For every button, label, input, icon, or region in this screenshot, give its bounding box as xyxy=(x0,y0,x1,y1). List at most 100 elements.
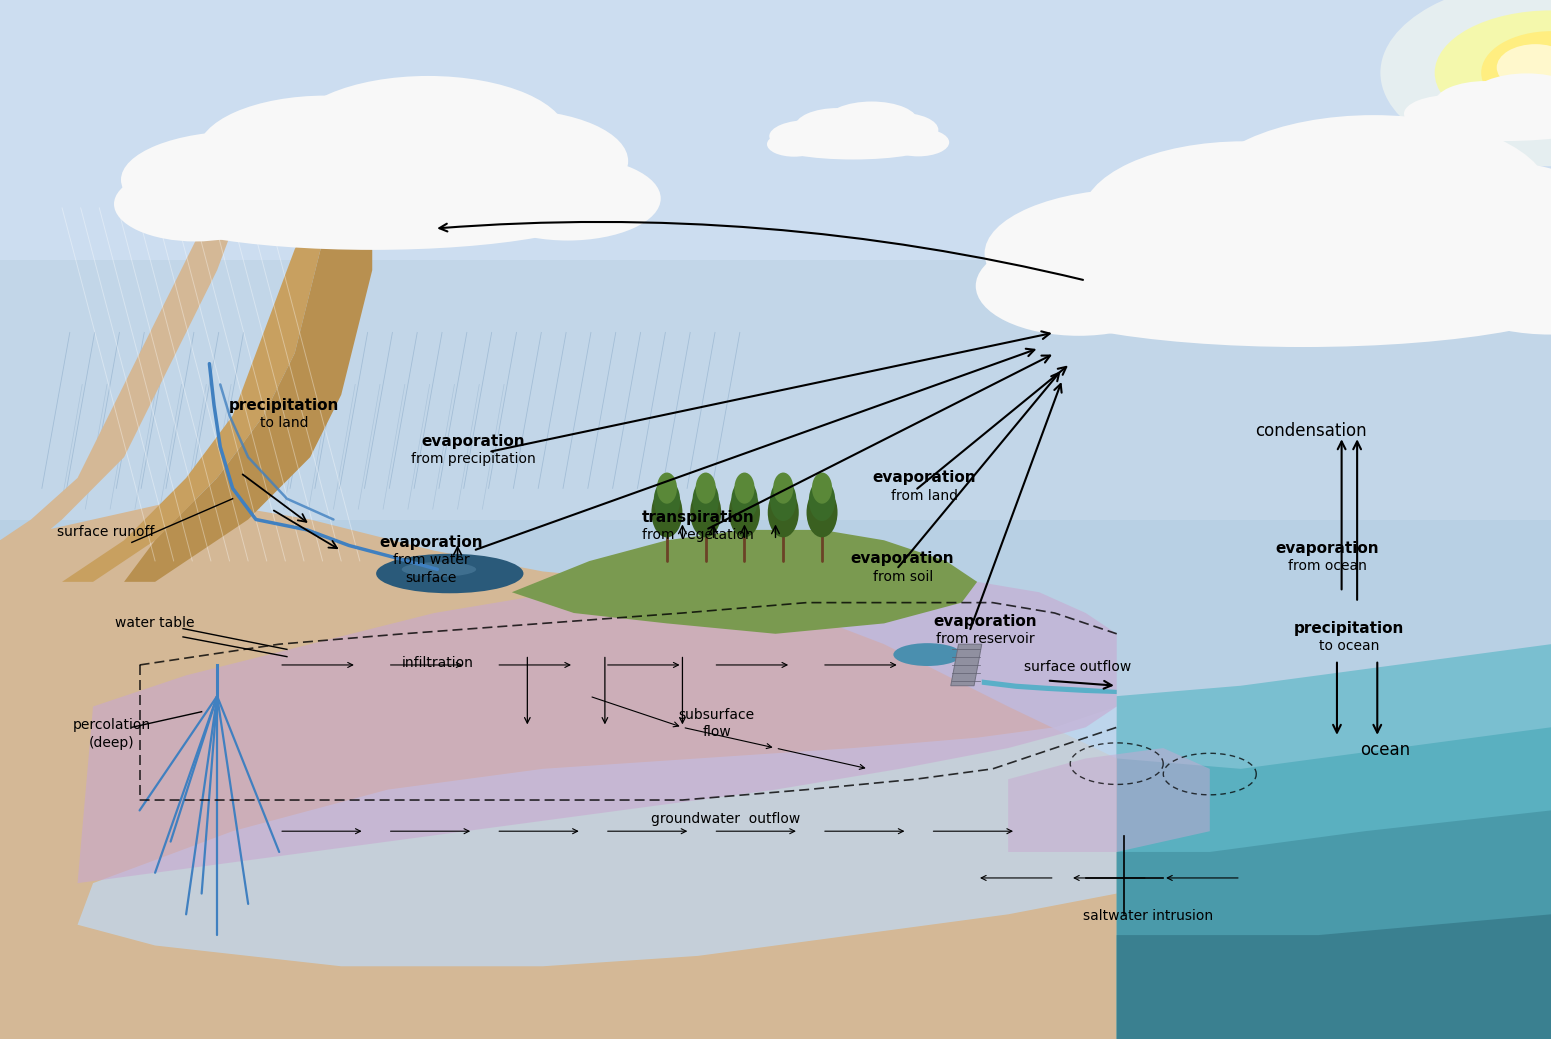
Text: from soil: from soil xyxy=(873,569,932,584)
Polygon shape xyxy=(1008,748,1210,852)
Ellipse shape xyxy=(690,487,721,537)
Ellipse shape xyxy=(807,487,838,537)
Ellipse shape xyxy=(735,473,755,504)
Ellipse shape xyxy=(197,96,454,208)
Ellipse shape xyxy=(121,131,363,229)
Ellipse shape xyxy=(729,487,760,537)
Text: evaporation: evaporation xyxy=(380,535,482,550)
Ellipse shape xyxy=(402,562,476,577)
Polygon shape xyxy=(0,499,1551,1039)
Ellipse shape xyxy=(1081,141,1405,291)
Text: from reservoir: from reservoir xyxy=(935,632,1035,646)
Ellipse shape xyxy=(1024,276,1551,330)
Text: surface outflow: surface outflow xyxy=(1024,660,1132,674)
Ellipse shape xyxy=(1435,81,1537,125)
Ellipse shape xyxy=(1380,0,1551,166)
Polygon shape xyxy=(0,260,1551,520)
Ellipse shape xyxy=(861,113,938,148)
Polygon shape xyxy=(1117,644,1551,769)
Ellipse shape xyxy=(1416,121,1551,136)
Ellipse shape xyxy=(655,480,679,522)
Ellipse shape xyxy=(887,129,949,157)
Ellipse shape xyxy=(985,189,1290,318)
Text: to ocean: to ocean xyxy=(1320,639,1379,654)
Polygon shape xyxy=(982,680,1117,694)
Ellipse shape xyxy=(796,108,881,145)
Ellipse shape xyxy=(1470,74,1551,121)
Ellipse shape xyxy=(1500,96,1551,132)
Text: flow: flow xyxy=(703,725,731,740)
Text: to land: to land xyxy=(259,416,309,430)
Text: precipitation: precipitation xyxy=(228,398,340,412)
Text: transpiration: transpiration xyxy=(642,510,754,525)
Ellipse shape xyxy=(1008,235,1551,347)
Ellipse shape xyxy=(1514,86,1551,127)
Ellipse shape xyxy=(769,480,797,522)
Text: infiltration: infiltration xyxy=(402,656,473,670)
Text: water table: water table xyxy=(115,616,195,631)
Polygon shape xyxy=(1117,665,1551,1039)
Ellipse shape xyxy=(475,157,661,241)
Polygon shape xyxy=(78,561,1117,883)
Ellipse shape xyxy=(1404,95,1501,133)
Ellipse shape xyxy=(693,480,720,522)
Ellipse shape xyxy=(769,119,850,153)
Polygon shape xyxy=(124,187,372,582)
Text: evaporation: evaporation xyxy=(851,552,954,566)
Text: evaporation: evaporation xyxy=(422,434,524,449)
Ellipse shape xyxy=(1545,105,1551,137)
Ellipse shape xyxy=(893,643,962,666)
Text: from water: from water xyxy=(392,553,470,567)
Ellipse shape xyxy=(976,236,1182,336)
Text: evaporation: evaporation xyxy=(1276,541,1379,556)
Text: from ocean: from ocean xyxy=(1289,559,1366,574)
Ellipse shape xyxy=(1287,191,1551,316)
Ellipse shape xyxy=(140,166,605,250)
Ellipse shape xyxy=(768,487,799,537)
Text: condensation: condensation xyxy=(1255,422,1366,441)
Ellipse shape xyxy=(152,196,592,238)
Ellipse shape xyxy=(810,480,836,522)
Ellipse shape xyxy=(651,487,682,537)
Polygon shape xyxy=(0,779,1551,1039)
Polygon shape xyxy=(951,644,982,686)
Ellipse shape xyxy=(772,473,793,504)
Text: surface runoff: surface runoff xyxy=(57,525,154,539)
Ellipse shape xyxy=(732,480,757,522)
Text: evaporation: evaporation xyxy=(934,614,1036,629)
Text: from land: from land xyxy=(890,488,959,503)
Polygon shape xyxy=(0,520,1551,779)
Polygon shape xyxy=(1117,810,1551,1039)
Ellipse shape xyxy=(288,76,568,197)
Text: evaporation: evaporation xyxy=(873,471,976,485)
Ellipse shape xyxy=(375,554,523,593)
Polygon shape xyxy=(78,707,1117,966)
Ellipse shape xyxy=(695,473,717,504)
Polygon shape xyxy=(512,530,977,634)
Ellipse shape xyxy=(360,133,571,227)
Ellipse shape xyxy=(776,132,931,160)
Ellipse shape xyxy=(1435,10,1551,135)
Ellipse shape xyxy=(1197,115,1551,277)
Text: surface: surface xyxy=(405,570,458,585)
Ellipse shape xyxy=(1481,31,1551,114)
Text: precipitation: precipitation xyxy=(1294,621,1405,636)
Text: from vegetation: from vegetation xyxy=(642,528,754,542)
Text: subsurface: subsurface xyxy=(678,708,755,722)
Polygon shape xyxy=(1117,914,1551,1039)
Text: (deep): (deep) xyxy=(88,736,135,750)
Ellipse shape xyxy=(780,141,927,156)
Polygon shape xyxy=(0,0,1551,260)
Ellipse shape xyxy=(658,473,676,504)
Polygon shape xyxy=(62,187,341,582)
Text: from precipitation: from precipitation xyxy=(411,452,535,467)
Ellipse shape xyxy=(813,473,833,504)
Ellipse shape xyxy=(1497,45,1551,91)
Ellipse shape xyxy=(115,166,276,241)
Text: saltwater intrusion: saltwater intrusion xyxy=(1083,909,1213,924)
Ellipse shape xyxy=(766,132,822,157)
Text: percolation: percolation xyxy=(73,718,150,732)
Ellipse shape xyxy=(1411,108,1551,141)
Text: ocean: ocean xyxy=(1360,741,1410,760)
Ellipse shape xyxy=(1332,160,1551,297)
